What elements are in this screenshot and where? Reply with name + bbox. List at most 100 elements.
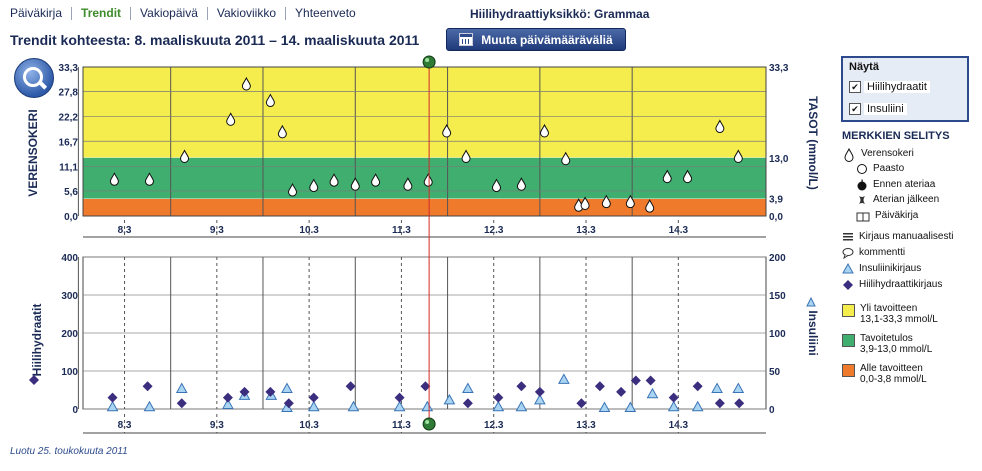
apple-icon [857,179,867,191]
insulin-point [347,400,360,412]
insulin-point [667,400,680,412]
show-insulin-checkbox[interactable]: ✔ [849,103,861,115]
glucose-point [350,177,360,191]
y2-tick-label: 100 [769,329,786,340]
x-tick-label: 12.3 [484,225,504,236]
zone-band [83,198,766,216]
glucose-point [442,123,452,138]
legend-zone-above: Yli tavoitteen 13,1-33,3 mmol/L [842,303,938,325]
diamond-icon [843,280,853,290]
y-tick-label: 0 [72,405,78,416]
show-carbs-checkbox[interactable]: ✔ [849,81,861,93]
zone-label: Tavoitetulos [860,333,913,344]
legend-item-fasting: Paasto [856,163,904,175]
carb-point [534,386,545,397]
insulin-point [732,382,745,393]
tab-standard-week[interactable]: Vakioviikko [216,6,277,20]
x-tick-label: 11.3 [392,225,411,236]
y2-tick-label: 50 [769,367,781,378]
zone-swatch-below [842,364,855,377]
x-tick-label: 13.3 [576,420,596,431]
insulin-point [462,382,474,393]
legend-zone-target: Tavoitetulos 3,9-13,0 mmol/L [842,333,932,355]
insulin-point [598,401,611,412]
glucose-point [662,169,672,184]
glucose-point [288,182,298,197]
glucose-point [539,123,549,138]
legend-item-comment: kommentti [842,247,905,259]
carb-point [239,386,250,397]
legend-label: Insuliinikirjaus [859,263,922,274]
glucose-point [516,177,526,191]
y2-tick-label: 200 [769,253,786,264]
x-tick-label: 8.3 [118,420,132,431]
carb-point [576,398,587,409]
legend-item-diary: Päiväkirja [856,210,918,222]
y-tick-label: 5,6 [64,187,78,198]
carb-point [594,381,605,392]
x-axis-band [83,216,766,237]
zoom-magnifier-icon[interactable] [14,58,54,98]
change-date-range-button[interactable]: Muuta päivämääräväliä [446,28,626,51]
change-date-range-label: Muuta päivämääräväliä [481,32,613,47]
show-insulin-option[interactable]: ✔ Insuliini [849,103,907,115]
carb-point [345,381,356,392]
x-tick-label: 14.3 [669,225,689,236]
insulin-point [281,382,293,393]
y-tick-label: 0,0 [64,212,78,223]
glucose-point [461,149,471,163]
zone-label: Yli tavoitteen [860,303,918,314]
glucose-point [309,178,319,193]
tab-trends[interactable]: Trendit [81,6,122,20]
glucose-point [683,169,693,184]
tab-standard-day[interactable]: Vakiopäivä [140,6,198,20]
glucose-point [329,173,339,187]
x-tick-label: 14.3 [669,420,689,431]
legend-label: Päiväkirja [875,210,919,221]
y2-tick-label: 0 [769,405,775,416]
carb-point [714,398,725,409]
speech-bubble-icon [842,248,854,259]
carb-point [394,392,405,403]
y2-tick-label: 3,9 [769,195,783,206]
insulin-point [492,400,505,412]
tab-divider [130,6,132,20]
x-tick-label: 8.3 [118,225,132,236]
glucose-point [226,112,236,126]
triangle-icon [842,263,854,274]
carb-point [645,375,656,386]
y-tick-label: 100 [61,367,78,378]
zone-swatch-above [842,304,855,317]
zone-range: 0,0-3,8 mmol/L [860,374,927,385]
time-cursor-handle [422,55,436,69]
open-circle-icon [857,164,867,174]
tab-diary[interactable]: Päiväkirja [10,6,63,20]
legend-label: kommentti [859,247,906,258]
legend: MERKKIEN SELITYS Verensokeri Paasto Enne… [842,130,977,385]
insulin-point [691,400,704,412]
y-tick-label: 300 [61,291,78,302]
plot-frame [82,66,767,217]
legend-item-after-meal: Aterian jälkeen [856,194,939,206]
x-tick-label: 10.3 [299,420,319,431]
calendar-icon [459,33,474,46]
insulin-point [443,393,456,405]
carb-unit-label: Hiilihydraattiyksikkö: Grammaa [470,7,650,21]
glucose-point [625,194,635,209]
carb-point [516,381,527,392]
y-tick-label: 27,8 [59,88,79,99]
y-tick-label: 33,3 [59,63,79,74]
glucose-point [645,199,655,213]
carb-point [493,392,504,403]
time-cursor-handle [422,417,436,431]
glucose-point [491,178,501,193]
zone-range: 3,9-13,0 mmol/L [860,344,933,355]
show-carbs-option[interactable]: ✔ Hiilihydraatit [849,81,930,93]
carb-point [630,375,641,386]
insulin-point [143,400,156,412]
tab-summary[interactable]: Yhteenveto [295,6,356,20]
levels-axis-title: TASOT (mmol/L) [806,96,820,190]
y2-tick-label: 13,0 [769,154,789,165]
insulin-point [421,400,434,412]
